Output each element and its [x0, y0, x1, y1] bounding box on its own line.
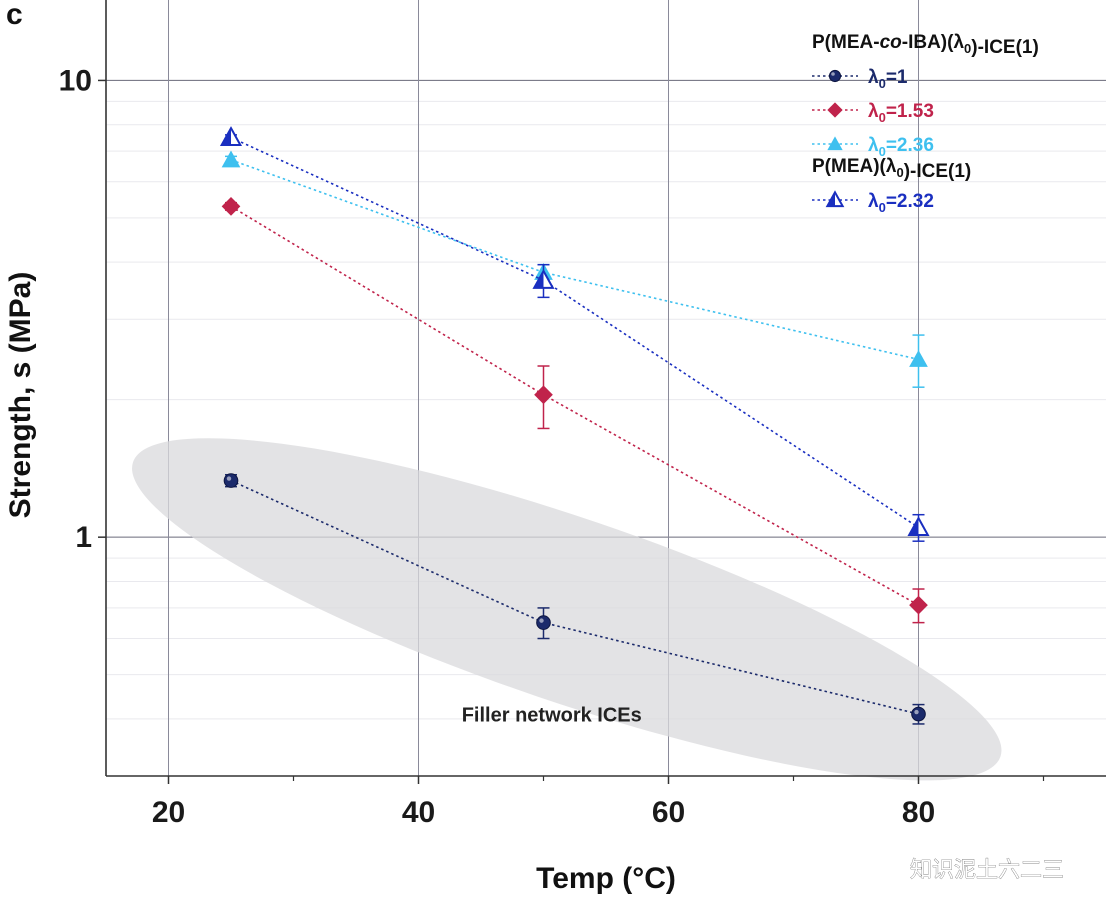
x-axis-title: Temp (°C) — [536, 862, 676, 895]
data-point — [909, 595, 928, 615]
y-tick-label: 10 — [59, 64, 92, 97]
legend-label: λ0=1.53 — [868, 101, 934, 125]
series-layer — [219, 126, 930, 725]
legend-marker — [827, 136, 843, 151]
legend-entry: λ0=1 — [812, 67, 908, 91]
axes: 20 40 60 80 1 10 — [59, 0, 1106, 829]
legend-label: λ0=1 — [868, 67, 908, 91]
legend-label: λ0=2.36 — [868, 135, 934, 159]
data-point — [221, 150, 241, 168]
y-tick-label: 1 — [75, 521, 92, 554]
series-0 — [223, 473, 926, 725]
data-point-fill — [909, 518, 919, 535]
legend-label: λ0=2.32 — [868, 191, 934, 215]
data-point — [536, 615, 551, 630]
data-point — [909, 350, 928, 367]
data-point — [534, 385, 553, 405]
legend-entry: λ0=1.53 — [812, 101, 934, 125]
legend: P(MEA-co-IBA)(λ0)-ICE(1) λ0=1 λ0=1.53 λ0=2.… — [812, 32, 1039, 215]
legend-entry: λ0=2.32 — [812, 190, 934, 215]
data-point-fill — [221, 128, 231, 145]
data-point — [221, 197, 241, 216]
panel-label: c — [6, 0, 23, 31]
legend-marker-shine — [831, 72, 835, 76]
legend-marker — [828, 69, 842, 83]
data-point-shine — [539, 618, 544, 623]
y-axis-title: Strength, s (MPa) — [4, 272, 37, 519]
series-1 — [221, 197, 928, 624]
series-3 — [219, 126, 930, 542]
data-point-shine — [226, 476, 232, 481]
x-tick-label: 60 — [652, 796, 685, 829]
legend-marker-fill — [827, 192, 835, 207]
watermark: 知识泥土六二三 — [910, 858, 1064, 883]
annotation-label: Filler network ICEs — [462, 704, 642, 726]
data-point-shine — [914, 709, 919, 715]
series-2 — [221, 150, 928, 388]
legend-entry: λ0=2.36 — [812, 135, 934, 159]
x-tick-label: 20 — [152, 796, 185, 829]
x-tick-label: 40 — [402, 796, 435, 829]
series-line — [230, 159, 919, 361]
data-point-fill — [534, 271, 544, 288]
highlight-ellipse — [132, 438, 1002, 781]
legend-group-title: P(MEA)(λ0)-ICE(1) — [812, 156, 971, 182]
legend-marker — [827, 102, 843, 118]
filler-network-highlight: Filler network ICEs — [132, 438, 1002, 781]
data-point — [223, 473, 239, 488]
legend-group-title: P(MEA-co-IBA)(λ0)-ICE(1) — [812, 32, 1039, 58]
x-tick-label: 80 — [902, 796, 935, 829]
data-point — [911, 706, 926, 722]
